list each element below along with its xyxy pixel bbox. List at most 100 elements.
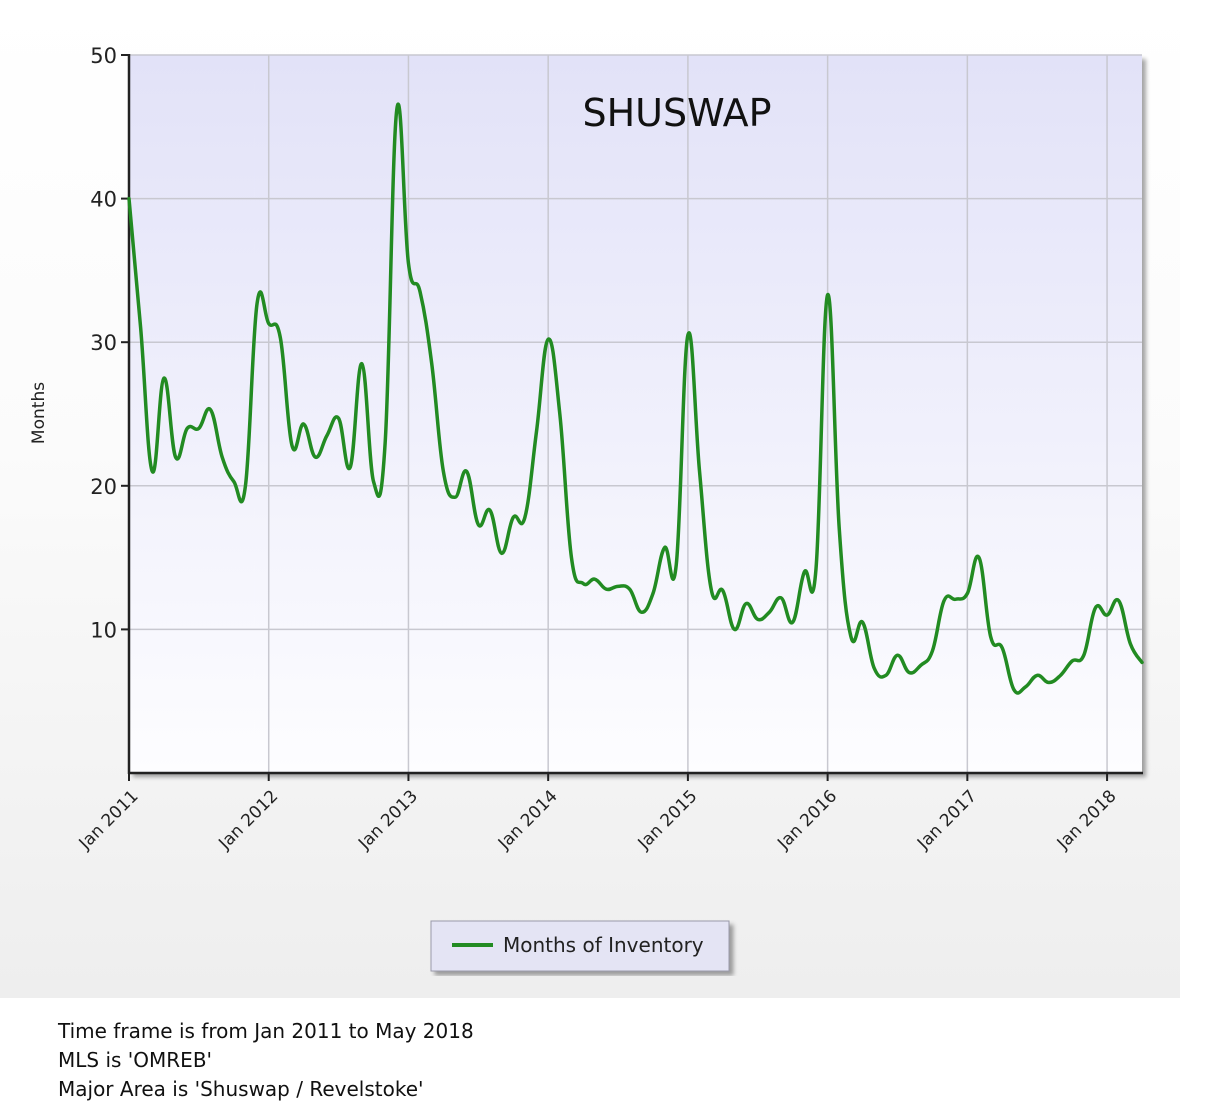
data-point [802,570,806,574]
data-point [243,484,247,488]
data-point [488,508,492,512]
data-point [837,527,841,531]
y-tick-label: 50 [90,44,117,68]
x-axis-ticks: Jan 2011 Jan 2012 Jan 2013 Jan 2014 Jan 2015… [75,773,1121,854]
data-point [884,673,888,677]
data-point [907,670,911,674]
data-point [616,584,620,588]
data-point [628,587,632,591]
data-point [849,635,853,639]
y-tick-label: 10 [90,618,117,642]
y-tick-label: 40 [90,188,117,212]
data-point [476,523,480,527]
data-point [127,197,131,201]
data-point [942,599,946,603]
x-tick-label: Jan 2014 [494,786,562,854]
data-point [441,469,445,473]
data-point [383,441,387,445]
data-point [185,426,189,430]
data-point [989,635,993,639]
data-point [1047,681,1051,685]
data-point [977,556,981,560]
data-point [406,261,410,265]
data-point [744,602,748,606]
data-point [255,301,259,305]
y-axis-ticks: 10 20 30 40 50 [90,44,129,642]
data-point [826,293,830,297]
data-point [581,581,585,585]
data-point [1140,660,1144,664]
data-point [290,444,294,448]
data-point [1035,673,1039,677]
series-layer [127,102,1144,695]
data-point [418,290,422,294]
caption-major-area: Major Area is 'Shuswap / Revelstoke' [58,1077,424,1101]
data-point [1128,642,1132,646]
data-point [686,333,690,337]
data-point [1070,659,1074,663]
data-point [651,592,655,596]
data-point [872,666,876,670]
y-tick-label: 30 [90,331,117,355]
data-point [919,663,923,667]
data-point [569,556,573,560]
legend-label: Months of Inventory [503,933,704,957]
data-point [1058,673,1062,677]
data-point [453,495,457,499]
data-point [1105,613,1109,617]
data-point [604,587,608,591]
data-point [313,455,317,459]
data-point [861,620,865,624]
data-point [395,108,399,112]
data-point [1024,685,1028,689]
caption: Time frame is from Jan 2011 to May 2018 … [58,1017,858,1104]
data-point [325,434,329,438]
plot-area [129,55,1142,773]
x-tick-label: Jan 2012 [214,786,282,854]
data-point [663,546,667,550]
data-point [511,515,515,519]
data-point [174,455,178,459]
data-point [756,617,760,621]
data-point [674,563,678,567]
data-point [1000,646,1004,650]
data-point [895,653,899,657]
data-point [139,326,143,330]
data-point [965,592,969,596]
data-point [814,567,818,571]
data-point [930,649,934,653]
data-point [732,627,736,631]
y-tick-label: 20 [90,475,117,499]
x-tick-label: Jan 2018 [1053,786,1121,854]
data-point [1082,653,1086,657]
data-point [546,337,550,341]
caption-mls: MLS is 'OMREB' [58,1048,213,1072]
data-point [779,596,783,600]
data-point [337,416,341,420]
data-point [721,589,725,593]
x-tick-label: Jan 2013 [354,786,422,854]
data-point [162,376,166,380]
data-point [302,422,306,426]
data-point [197,426,201,430]
data-point [348,465,352,469]
legend: Months of Inventory [430,920,730,972]
data-point [535,429,539,433]
x-tick-label: Jan 2011 [75,786,143,854]
data-point [1117,599,1121,603]
data-point [220,455,224,459]
data-point [232,479,236,483]
series-line-months-of-inventory [127,102,1144,695]
data-point [278,336,282,340]
data-point [360,362,364,366]
data-point [209,408,213,412]
data-point [593,577,597,581]
data-point [1093,606,1097,610]
caption-time-frame: Time frame is from Jan 2011 to May 2018 [58,1019,474,1043]
data-point [1012,688,1016,692]
axes [127,54,1143,775]
x-tick-label: Jan 2016 [773,786,841,854]
data-point [709,587,713,591]
x-tick-label: Jan 2015 [634,786,702,854]
